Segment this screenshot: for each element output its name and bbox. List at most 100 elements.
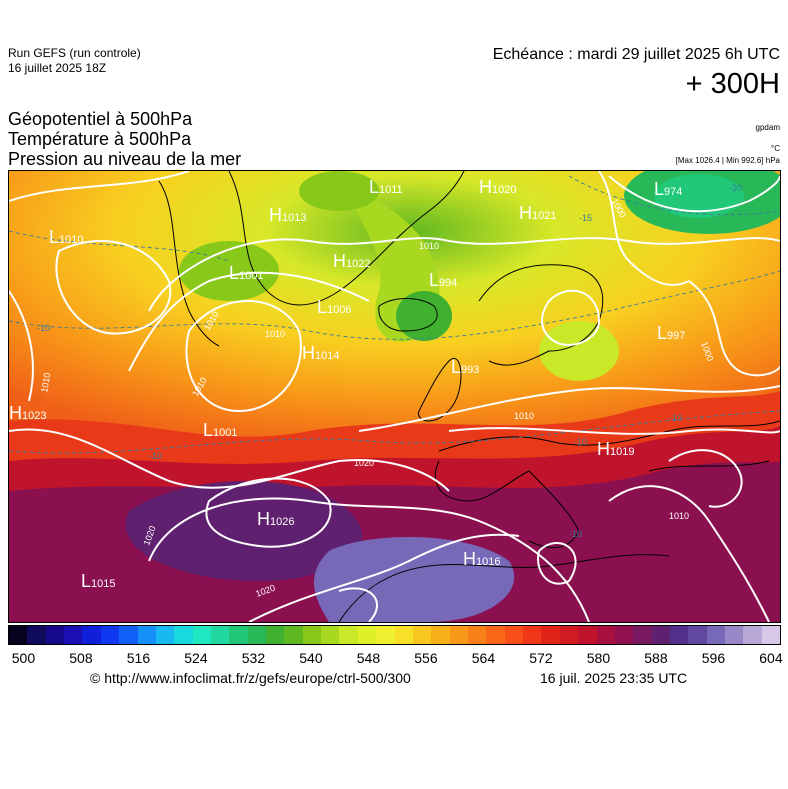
isotherm-label: -10 [149,451,162,461]
colorbar-swatch [761,626,781,644]
pressure-center-label: H1023 [9,403,46,423]
pressure-center-label: H1020 [479,177,516,197]
colorbar-tick-label: 596 [701,650,726,666]
isotherm-labels: -10 -15 -20 -10 -10 -10 -10 [37,183,742,539]
colorbar-swatch [119,626,138,644]
pressure-centers: L1010 H1013 L1011 H1020 H1021 L974 L1001… [9,177,685,591]
colorbar-swatch [449,626,468,644]
pressure-center-label: L1011 [369,177,403,197]
pressure-center-label: L1015 [81,571,116,591]
colorbar-ticks: 500 508 516 524 532 540 548 556 564 572 580 588 596 6… [8,650,783,668]
colorbar-tick-label: 572 [529,650,553,666]
isotherm-label: -20 [729,183,742,193]
colorbar-swatch [247,626,267,644]
colorbar-tick-label: 524 [184,650,208,666]
colorbar-swatch [431,626,450,644]
isotherm-label: -10 [669,413,682,423]
colorbar-swatch [688,626,707,644]
lead-time-label: + 300H [685,68,780,100]
colorbar-swatch [486,626,505,644]
colorbar-tick-label: 604 [759,650,783,666]
unit-temperature: °C [771,144,780,153]
temperature-colorbar [8,625,781,645]
colorbar-tick-label: 532 [241,650,266,666]
colorbar-swatch [266,626,285,644]
colorbar-swatch [725,626,744,644]
pressure-center-label: L1001 [229,263,264,283]
colorbar-swatch [229,626,248,644]
colorbar-swatch [376,626,395,644]
colorbar-swatch [578,626,597,644]
colorbar-swatch [27,626,46,644]
colorbar-swatch [651,626,670,644]
colorbar-tick-label: 580 [586,650,611,666]
pressure-center-label: H1019 [597,439,634,459]
weather-map: L1010 H1013 L1011 H1020 H1021 L974 L1001… [8,170,781,623]
colorbar-swatch [137,626,156,644]
colorbar-swatch [174,626,193,644]
isobar-label: 1020 [354,458,374,468]
colorbar-tick-label: 556 [414,650,438,666]
title-temperature: Température à 500hPa [8,129,192,149]
pressure-center-label: L974 [654,179,682,199]
colorbar-tick-label: 508 [69,650,93,666]
isobar-label: 1010 [419,241,439,251]
colorbar-swatch [192,626,211,644]
colorbar-swatch [412,626,432,644]
colorbar-swatch [504,626,524,644]
pressure-center-label: L997 [657,323,685,343]
pressure-center-label: H1022 [333,251,370,271]
isotherm-label: -10 [574,437,587,447]
colorbar-swatch [467,626,487,644]
colorbar-tick-label: 500 [11,650,36,666]
valid-time-label: Echéance : mardi 29 juillet 2025 6h UTC [492,46,780,63]
temperature-field [9,171,780,622]
isobar-label: 1010 [514,411,534,421]
colorbar-swatch [596,626,615,644]
isobar-label: 1010 [265,329,285,339]
pressure-center-label: L1006 [317,297,352,317]
colorbar-swatch [155,626,175,644]
colorbar-swatch [614,626,634,644]
colorbar-swatch [394,626,413,644]
pressure-center-label: L993 [451,357,479,377]
title-pressure: Pression au niveau de la mer [8,149,242,169]
unit-pressure-range: [Max 1026.4 | Min 992.6] hPa [675,156,780,165]
isotherm-label: -15 [579,213,592,223]
colorbar-swatch [321,626,340,644]
colorbar-swatch [523,626,542,644]
colorbar-swatch [9,626,28,644]
colorbar-swatch [706,626,726,644]
isobar-label: 1010 [669,511,689,521]
colorbar-swatch [82,626,101,644]
source-credit: © http://www.infoclimat.fr/z/gefs/europe… [90,670,411,686]
isobars [9,171,780,622]
colorbar-tick-label: 564 [471,650,496,666]
colorbar-swatch [633,626,652,644]
colorbar-tick-label: 540 [299,650,323,666]
run-date-label: 16 juillet 2025 18Z [8,61,107,75]
temperature-isotherms [9,175,780,454]
colorbar-swatch [100,626,120,644]
run-model-label: Run GEFS (run controle) [8,46,141,60]
isobar-label: 1010 [39,372,52,393]
colorbar-swatch [357,626,377,644]
colorbar-swatch [302,626,322,644]
colorbar-swatch [743,626,762,644]
colorbar-swatch [559,626,579,644]
pressure-center-label: H1026 [257,509,294,529]
pressure-center-label: L1001 [203,420,238,440]
isotherm-label: -10 [37,323,50,333]
pressure-center-label: H1013 [269,205,306,225]
colorbar-swatch [64,626,83,644]
colorbar-swatch [669,626,689,644]
title-geopotential: Géopotentiel à 500hPa [8,109,193,129]
colorbar-tick-label: 588 [644,650,668,666]
pressure-center-label: H1016 [463,549,500,569]
unit-geopotential: gpdam [755,123,780,132]
colorbar-swatch [45,626,65,644]
colorbar-swatch [284,626,303,644]
colorbar-swatch [339,626,358,644]
colorbar-swatch [210,626,230,644]
pressure-center-label: L1010 [49,227,84,247]
